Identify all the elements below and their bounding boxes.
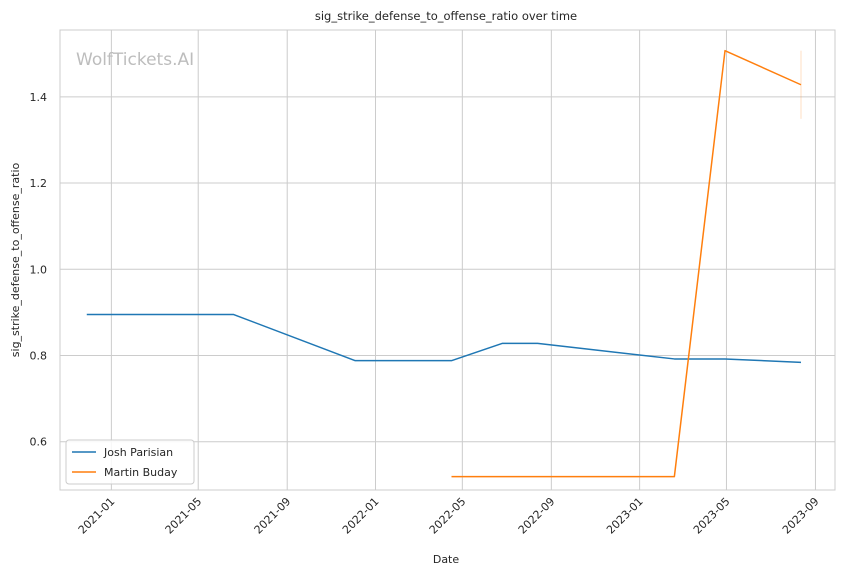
plot-area (59, 29, 836, 491)
legend: Josh Parisian Martin Buday (65, 439, 195, 485)
legend-label: Josh Parisian (103, 446, 173, 459)
x-gridlines (110, 30, 816, 490)
watermark-text: WolfTickets.AI (76, 50, 194, 70)
series-line-martin-buday (451, 49, 802, 478)
legend-box (65, 439, 195, 485)
y-axis-title: sig_strike_defense_to_offense_ratio (9, 163, 22, 358)
chart-title: sig_strike_defense_to_offense_ratio over… (315, 9, 577, 23)
series-line-josh-parisian (86, 313, 802, 364)
y-tick-label: 0.6 (30, 436, 48, 449)
series-layer (86, 49, 802, 478)
y-tick-label: 1.4 (30, 91, 48, 104)
y-tick-labels: 0.6 0.8 1.0 1.2 1.4 (30, 91, 48, 449)
x-axis-title: Date (433, 553, 460, 566)
legend-label: Martin Buday (104, 466, 178, 479)
y-tick-label: 0.8 (30, 349, 48, 362)
y-tick-label: 1.2 (30, 177, 48, 190)
y-tick-label: 1.0 (30, 263, 48, 276)
